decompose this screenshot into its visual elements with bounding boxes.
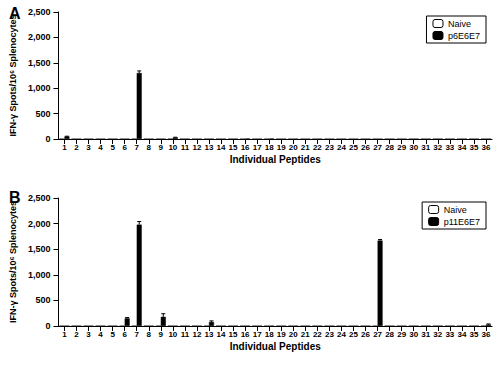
svg-text:15: 15 — [229, 330, 238, 339]
svg-text:30: 30 — [409, 330, 418, 339]
svg-text:1,500: 1,500 — [28, 244, 51, 254]
svg-text:5: 5 — [110, 143, 115, 152]
svg-text:6: 6 — [122, 143, 127, 152]
svg-text:27: 27 — [373, 143, 382, 152]
svg-text:26: 26 — [361, 330, 370, 339]
svg-text:19: 19 — [277, 143, 286, 152]
svg-text:13: 13 — [205, 330, 214, 339]
svg-text:14: 14 — [217, 143, 226, 152]
svg-text:18: 18 — [265, 143, 274, 152]
svg-text:23: 23 — [325, 330, 334, 339]
svg-text:29: 29 — [397, 330, 406, 339]
svg-text:1: 1 — [62, 330, 67, 339]
svg-text:4: 4 — [98, 143, 103, 152]
svg-text:22: 22 — [313, 330, 322, 339]
svg-text:21: 21 — [301, 143, 310, 152]
svg-text:32: 32 — [433, 330, 442, 339]
svg-text:24: 24 — [337, 143, 346, 152]
svg-text:36: 36 — [482, 143, 491, 152]
svg-text:500: 500 — [35, 295, 50, 305]
svg-text:9: 9 — [159, 330, 164, 339]
svg-text:2,000: 2,000 — [28, 32, 51, 42]
svg-text:Naive: Naive — [444, 205, 467, 215]
svg-text:2,500: 2,500 — [28, 193, 51, 203]
svg-text:22: 22 — [313, 143, 322, 152]
svg-text:2: 2 — [74, 143, 79, 152]
svg-text:8: 8 — [147, 330, 152, 339]
svg-text:10: 10 — [168, 143, 177, 152]
svg-text:30: 30 — [409, 143, 418, 152]
svg-text:32: 32 — [433, 143, 442, 152]
svg-text:0: 0 — [45, 134, 50, 144]
svg-text:24: 24 — [337, 330, 346, 339]
svg-text:8: 8 — [147, 143, 152, 152]
svg-text:33: 33 — [445, 330, 454, 339]
svg-text:4: 4 — [98, 330, 103, 339]
svg-text:11: 11 — [181, 330, 190, 339]
svg-text:1,000: 1,000 — [28, 270, 51, 280]
svg-text:28: 28 — [385, 143, 394, 152]
svg-text:17: 17 — [253, 330, 262, 339]
svg-text:p11E6E7: p11E6E7 — [444, 217, 480, 227]
svg-text:28: 28 — [385, 330, 394, 339]
svg-text:35: 35 — [469, 330, 478, 339]
svg-text:Individual Peptides: Individual Peptides — [230, 154, 322, 165]
svg-text:12: 12 — [192, 143, 201, 152]
svg-text:21: 21 — [301, 330, 310, 339]
svg-text:2,000: 2,000 — [28, 219, 51, 229]
svg-text:14: 14 — [217, 330, 226, 339]
svg-text:3: 3 — [86, 330, 91, 339]
svg-text:19: 19 — [277, 330, 286, 339]
svg-text:25: 25 — [349, 330, 358, 339]
svg-text:31: 31 — [421, 330, 430, 339]
svg-text:IFN-γ Spots/10⁶ Splenocytes: IFN-γ Spots/10⁶ Splenocytes — [8, 201, 18, 323]
svg-text:25: 25 — [349, 143, 358, 152]
svg-text:17: 17 — [253, 143, 262, 152]
svg-text:27: 27 — [373, 330, 382, 339]
svg-text:p6E6E7: p6E6E7 — [448, 31, 480, 41]
svg-text:35: 35 — [469, 143, 478, 152]
svg-text:31: 31 — [421, 143, 430, 152]
svg-text:1,000: 1,000 — [28, 83, 51, 93]
svg-text:1,500: 1,500 — [28, 58, 51, 68]
svg-text:7: 7 — [134, 143, 139, 152]
svg-text:3: 3 — [86, 143, 91, 152]
svg-text:IFN-γ Spots/10⁶ Splenocytes: IFN-γ Spots/10⁶ Splenocytes — [8, 14, 18, 136]
svg-text:34: 34 — [457, 143, 466, 152]
svg-text:20: 20 — [289, 330, 298, 339]
svg-text:13: 13 — [205, 143, 214, 152]
svg-text:18: 18 — [265, 330, 274, 339]
svg-text:2,500: 2,500 — [28, 7, 51, 17]
svg-text:16: 16 — [241, 330, 250, 339]
svg-text:16: 16 — [241, 143, 250, 152]
svg-text:10: 10 — [168, 330, 177, 339]
svg-text:2: 2 — [74, 330, 79, 339]
svg-text:33: 33 — [445, 143, 454, 152]
svg-text:Naive: Naive — [448, 19, 471, 29]
svg-text:5: 5 — [110, 330, 115, 339]
svg-text:34: 34 — [457, 330, 466, 339]
svg-text:6: 6 — [122, 330, 127, 339]
svg-text:0: 0 — [45, 321, 50, 331]
svg-text:500: 500 — [35, 109, 50, 119]
svg-text:29: 29 — [397, 143, 406, 152]
svg-text:B: B — [9, 189, 21, 206]
svg-text:12: 12 — [192, 330, 201, 339]
svg-text:1: 1 — [62, 143, 67, 152]
svg-text:A: A — [9, 5, 21, 22]
svg-text:11: 11 — [181, 143, 190, 152]
svg-text:23: 23 — [325, 143, 334, 152]
svg-text:36: 36 — [482, 330, 491, 339]
svg-text:9: 9 — [159, 143, 164, 152]
svg-text:20: 20 — [289, 143, 298, 152]
svg-text:7: 7 — [134, 330, 139, 339]
svg-text:26: 26 — [361, 143, 370, 152]
svg-text:Individual Peptides: Individual Peptides — [230, 341, 322, 352]
svg-text:15: 15 — [229, 143, 238, 152]
